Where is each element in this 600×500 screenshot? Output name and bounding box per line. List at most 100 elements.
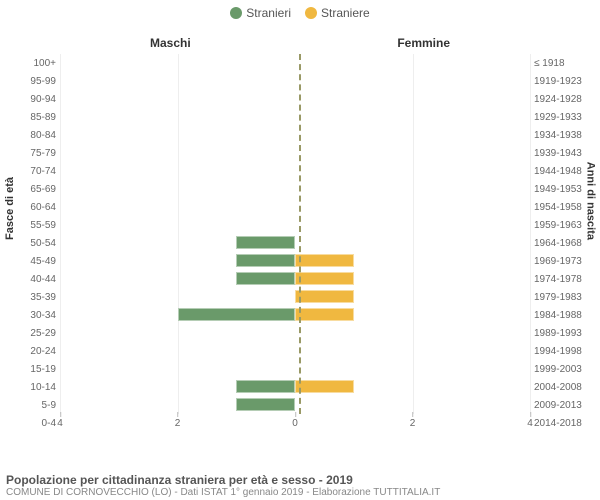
bar-zone-female — [295, 252, 530, 270]
bar-zone-female — [295, 180, 530, 198]
footer-title: Popolazione per cittadinanza straniera p… — [6, 473, 594, 487]
age-label: 10-14 — [0, 382, 60, 393]
bar-zone-male — [60, 324, 295, 342]
side-title-left: Maschi — [150, 36, 191, 50]
bar-female — [295, 290, 354, 303]
bar-zone-male — [60, 306, 295, 324]
bar-female — [295, 254, 354, 267]
age-label: 85-89 — [0, 112, 60, 123]
x-tick: 0 — [292, 418, 298, 429]
birth-label: 1939-1943 — [530, 148, 600, 159]
bar-zone-female — [295, 288, 530, 306]
birth-label: 1929-1933 — [530, 112, 600, 123]
birth-label: 1974-1978 — [530, 274, 600, 285]
x-tick: 4 — [57, 418, 63, 429]
age-label: 75-79 — [0, 148, 60, 159]
bar-zone-male — [60, 216, 295, 234]
bar-zone-female — [295, 216, 530, 234]
chart-container: Stranieri Straniere Maschi Femmine Fasce… — [0, 0, 600, 500]
birth-label: 1979-1983 — [530, 292, 600, 303]
bar-zone-male — [60, 54, 295, 72]
birth-label: 1989-1993 — [530, 328, 600, 339]
birth-label: 1969-1973 — [530, 256, 600, 267]
bar-zone-male — [60, 180, 295, 198]
age-label: 25-29 — [0, 328, 60, 339]
bar-zone-male — [60, 252, 295, 270]
bar-zone-female — [295, 306, 530, 324]
legend-label-male: Stranieri — [246, 6, 291, 20]
bar-zone-male — [60, 126, 295, 144]
bar-zone-female — [295, 54, 530, 72]
birth-label: 1954-1958 — [530, 202, 600, 213]
birth-label: 1924-1928 — [530, 94, 600, 105]
birth-label: 2004-2008 — [530, 382, 600, 393]
bar-zone-male — [60, 234, 295, 252]
bar-zone-male — [60, 144, 295, 162]
bar-zone-female — [295, 198, 530, 216]
chart-footer: Popolazione per cittadinanza straniera p… — [6, 473, 594, 498]
age-label: 60-64 — [0, 202, 60, 213]
birth-label: 2009-2013 — [530, 400, 600, 411]
bar-zone-male — [60, 72, 295, 90]
age-label: 20-24 — [0, 346, 60, 357]
bar-male — [236, 236, 295, 249]
age-label: 50-54 — [0, 238, 60, 249]
bar-zone-male — [60, 198, 295, 216]
legend-swatch-male — [230, 7, 242, 19]
bar-zone-male — [60, 90, 295, 108]
bar-zone-female — [295, 162, 530, 180]
legend-swatch-female — [305, 7, 317, 19]
x-axis: 4 2 0 2 4 — [60, 416, 530, 432]
bar-zone-female — [295, 90, 530, 108]
bar-zone-female — [295, 378, 530, 396]
bar-zone-female — [295, 360, 530, 378]
age-label: 35-39 — [0, 292, 60, 303]
age-label: 40-44 — [0, 274, 60, 285]
birth-label: 1984-1988 — [530, 310, 600, 321]
bar-zone-male — [60, 162, 295, 180]
age-label: 0-4 — [0, 418, 60, 429]
age-label: 95-99 — [0, 76, 60, 87]
x-tick: 2 — [175, 418, 181, 429]
birth-label: 1934-1938 — [530, 130, 600, 141]
x-tick: 2 — [410, 418, 416, 429]
age-label: 55-59 — [0, 220, 60, 231]
birth-label: 1949-1953 — [530, 184, 600, 195]
bar-zone-female — [295, 270, 530, 288]
bar-zone-male — [60, 360, 295, 378]
bar-zone-female — [295, 324, 530, 342]
birth-label: 1944-1948 — [530, 166, 600, 177]
bar-male — [236, 398, 295, 411]
bar-zone-female — [295, 126, 530, 144]
bar-female — [295, 272, 354, 285]
age-label: 30-34 — [0, 310, 60, 321]
birth-label: 2014-2018 — [530, 418, 600, 429]
footer-subtitle: COMUNE DI CORNOVECCHIO (LO) - Dati ISTAT… — [6, 487, 594, 498]
age-label: 90-94 — [0, 94, 60, 105]
birth-label: 1994-1998 — [530, 346, 600, 357]
legend-item-male: Stranieri — [230, 6, 291, 20]
bar-zone-female — [295, 234, 530, 252]
age-label: 100+ — [0, 58, 60, 69]
x-tick: 4 — [527, 418, 533, 429]
birth-label: ≤ 1918 — [530, 58, 600, 69]
bar-zone-male — [60, 288, 295, 306]
age-label: 5-9 — [0, 400, 60, 411]
bar-zone-male — [60, 270, 295, 288]
bar-male — [236, 254, 295, 267]
bar-zone-male — [60, 342, 295, 360]
bar-female — [295, 308, 354, 321]
chart-area: Maschi Femmine Fasce di età Anni di nasc… — [0, 20, 600, 450]
bar-zone-female — [295, 342, 530, 360]
age-label: 15-19 — [0, 364, 60, 375]
legend-item-female: Straniere — [305, 6, 370, 20]
bar-zone-male — [60, 378, 295, 396]
age-label: 70-74 — [0, 166, 60, 177]
bar-male — [236, 380, 295, 393]
bar-zone-female — [295, 72, 530, 90]
legend-label-female: Straniere — [321, 6, 370, 20]
age-label: 45-49 — [0, 256, 60, 267]
age-label: 65-69 — [0, 184, 60, 195]
center-line — [299, 54, 301, 414]
birth-label: 1959-1963 — [530, 220, 600, 231]
